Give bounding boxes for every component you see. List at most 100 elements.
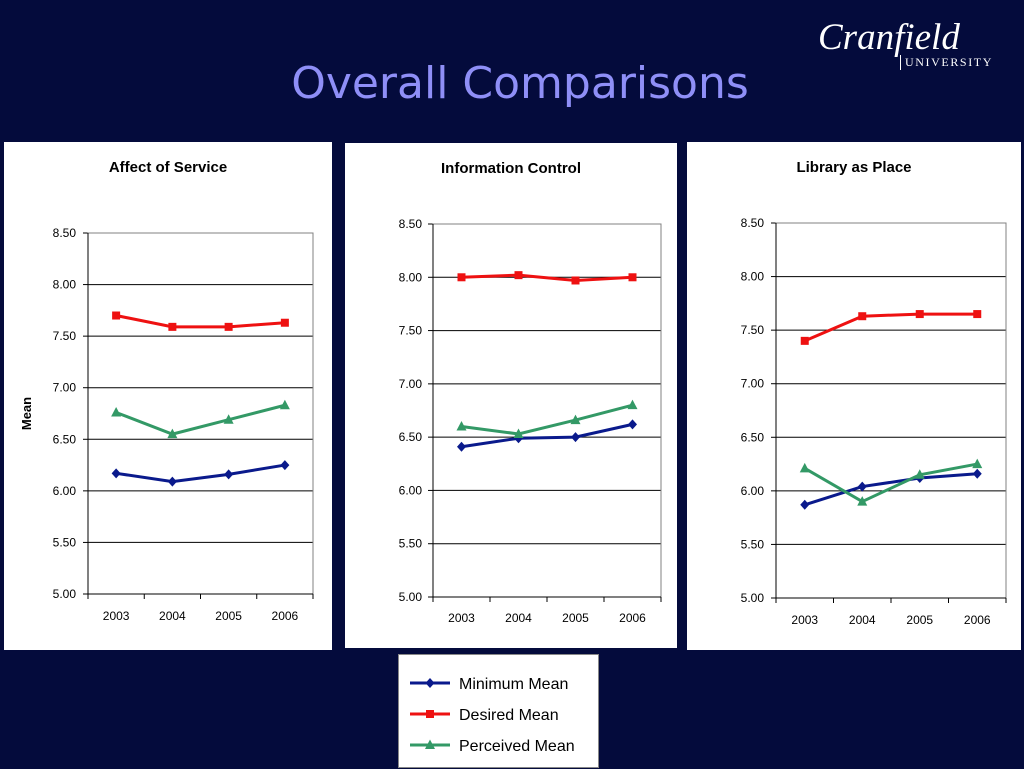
data-point-diamond: [571, 432, 580, 443]
y-tick-label: 6.00: [53, 484, 77, 498]
series-line-desired-mean: [804, 312, 978, 343]
legend-svg: Minimum Mean Desired Mean Perceived Mean: [410, 676, 575, 755]
legend-label: Desired Mean: [459, 707, 559, 724]
line-chart-svg: Library as Place 5.00 5.50 6.00 6.50 7.00 7.50…: [741, 159, 1007, 627]
y-tick-label: 6.00: [399, 483, 423, 497]
data-point-square: [915, 310, 924, 319]
series-line-minimum-mean: [115, 463, 286, 484]
data-point-square: [457, 273, 466, 282]
data-point-triangle: [857, 496, 868, 506]
logo-name: Cranfield: [818, 17, 960, 58]
y-tick-label: 8.00: [741, 270, 765, 284]
x-tick-label: 2003: [448, 611, 475, 625]
y-tick-label: 7.00: [741, 377, 765, 391]
series-line-perceived-mean: [461, 403, 633, 436]
data-point-triangle: [456, 420, 467, 431]
y-tick-label: 8.50: [53, 226, 77, 240]
legend-label: Perceived Mean: [459, 738, 575, 755]
x-tick-label: 2004: [849, 613, 876, 627]
chart-title: Information Control: [441, 160, 581, 177]
y-tick-label: 6.50: [741, 430, 765, 444]
data-point-diamond: [111, 468, 121, 479]
series-line-desired-mean: [461, 273, 633, 282]
data-point-square: [224, 322, 233, 331]
y-tick-label: 8.50: [741, 216, 765, 230]
x-tick-label: 2004: [159, 609, 186, 623]
data-point-diamond: [628, 419, 637, 430]
data-point-diamond: [224, 469, 234, 480]
y-tick-label: 7.50: [399, 324, 423, 338]
data-point-triangle: [111, 406, 122, 417]
chart-title: Affect of Service: [109, 159, 227, 176]
series-line-minimum-mean: [461, 422, 633, 449]
data-point-diamond: [457, 441, 466, 452]
logo-subtitle: UNIVERSITY: [900, 55, 993, 70]
x-tick-label: 2006: [619, 611, 646, 625]
series-line-perceived-mean: [115, 403, 286, 436]
data-point-square: [973, 310, 982, 319]
data-point-diamond: [800, 499, 810, 510]
data-point-square: [514, 271, 523, 280]
chart-title: Library as Place: [796, 159, 911, 176]
y-tick-label: 7.00: [53, 381, 77, 395]
x-tick-label: 2006: [272, 609, 299, 623]
data-point-diamond: [280, 460, 290, 471]
chart-panel-affect-of-service: Affect of Service 5.00 5.50 6.00 6.50 7.00 7.5…: [4, 142, 332, 650]
x-tick-label: 2004: [505, 611, 532, 625]
data-point-triangle: [279, 399, 290, 410]
plot-area: [432, 223, 662, 598]
y-tick-label: 6.50: [53, 432, 77, 446]
legend-marker-diamond: [425, 678, 435, 688]
data-point-triangle: [167, 428, 178, 439]
data-point-triangle: [570, 414, 581, 425]
y-tick-label: 8.00: [399, 270, 423, 284]
chart-panel-information-control: Information Control 5.00 5.50 6.00 6.50 7.00 7…: [345, 143, 677, 648]
y-tick-label: 7.50: [53, 329, 77, 343]
plot-area: [775, 222, 1007, 599]
data-point-square: [800, 336, 809, 345]
legend-marker-triangle: [425, 739, 435, 749]
line-chart-svg: Information Control 5.00 5.50 6.00 6.50 7.00 7…: [399, 160, 662, 625]
data-point-triangle: [972, 458, 983, 469]
line-chart-svg: Affect of Service 5.00 5.50 6.00 6.50 7.00 7.5…: [19, 159, 314, 623]
y-tick-label: 8.50: [399, 217, 423, 231]
data-point-triangle: [627, 399, 638, 410]
legend-marker-square: [426, 710, 434, 718]
data-point-triangle: [513, 428, 524, 438]
data-point-square: [628, 273, 637, 282]
x-tick-label: 2005: [215, 609, 242, 623]
slide-title: Overall Comparisons: [291, 58, 749, 109]
data-point-triangle: [914, 469, 925, 479]
y-tick-label: 5.00: [741, 591, 765, 605]
university-logo: Cranfield UNIVERSITY: [818, 17, 991, 70]
y-tick-label: 6.00: [741, 484, 765, 498]
data-point-triangle: [799, 462, 810, 473]
y-axis-label: Mean: [19, 397, 34, 430]
data-point-diamond: [857, 481, 867, 492]
x-tick-label: 2003: [791, 613, 818, 627]
x-tick-label: 2006: [964, 613, 991, 627]
series-line-minimum-mean: [804, 472, 978, 507]
data-point-square: [112, 311, 121, 320]
data-point-diamond: [972, 468, 982, 479]
y-tick-label: 5.50: [53, 535, 77, 549]
x-tick-label: 2005: [562, 611, 589, 625]
data-point-square: [571, 276, 580, 285]
data-point-square: [858, 312, 867, 321]
y-tick-label: 5.00: [399, 590, 423, 604]
chart-legend: Minimum Mean Desired Mean Perceived Mean: [398, 654, 599, 768]
series-line-desired-mean: [115, 314, 285, 329]
data-point-square: [168, 322, 177, 331]
y-tick-label: 6.50: [399, 430, 423, 444]
y-tick-label: 5.50: [399, 537, 423, 551]
data-point-triangle: [223, 414, 234, 424]
y-tick-label: 5.50: [741, 537, 765, 551]
y-tick-label: 8.00: [53, 278, 77, 292]
data-point-square: [280, 318, 289, 327]
chart-panel-library-as-place: Library as Place 5.00 5.50 6.00 6.50 7.00 7.50…: [687, 142, 1021, 650]
y-tick-label: 5.00: [53, 587, 77, 601]
x-tick-label: 2005: [906, 613, 933, 627]
legend-label: Minimum Mean: [459, 676, 568, 693]
data-point-diamond: [167, 476, 177, 487]
y-tick-label: 7.50: [741, 323, 765, 337]
